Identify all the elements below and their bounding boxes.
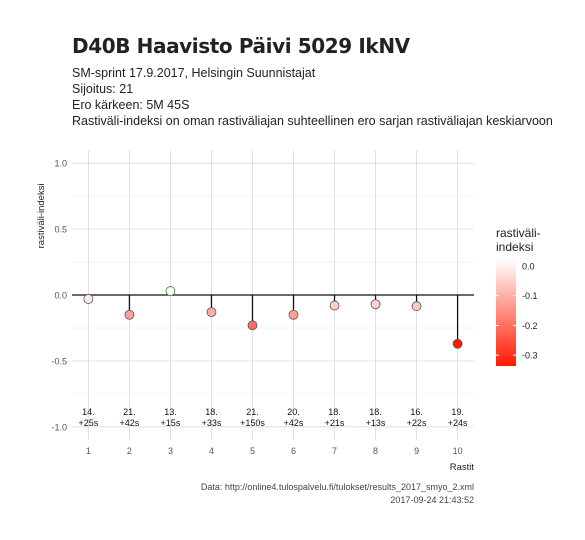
grid-lines: [72, 150, 474, 440]
x-tick-label: 8: [373, 446, 378, 456]
x-tick-label: 6: [291, 446, 296, 456]
x-tick-label: 1: [86, 446, 91, 456]
y-tick-label: 0.0: [54, 291, 67, 301]
rank-label: 18.: [369, 407, 382, 417]
y-tick-label: 1.0: [54, 159, 67, 169]
rank-label: 14.: [82, 407, 95, 417]
lollipop-stems: [87, 291, 459, 344]
x-tick-label: 2: [127, 446, 132, 456]
data-point: [452, 338, 463, 349]
data-point: [165, 286, 176, 296]
x-tick-label: 7: [332, 446, 337, 456]
rank-label: 18.: [328, 407, 341, 417]
legend-tick-label: -0.2: [522, 321, 538, 331]
diff-label: +42s: [284, 418, 304, 428]
data-point: [329, 300, 340, 311]
data-source: Data: http://online4.tulospalvelu.fi/tul…: [200, 482, 474, 492]
data-point: [411, 301, 422, 312]
data-point: [288, 309, 299, 320]
diff-label: +15s: [161, 418, 181, 428]
x-tick-label: 9: [414, 446, 419, 456]
y-tick-label: -0.5: [51, 356, 67, 366]
color-legend: rastiväli-indeksi 0.0 -0.1 -0.2 -0.3: [496, 226, 541, 366]
rank-label: 16.: [410, 407, 423, 417]
x-tick-label: 5: [250, 446, 255, 456]
chart-title: D40B Haavisto Päivi 5029 IkNV: [72, 34, 410, 58]
diff-label: +24s: [448, 418, 468, 428]
legend-tick-label: -0.3: [522, 351, 538, 361]
y-tick-label: -1.0: [51, 422, 67, 432]
diff-label: +13s: [366, 418, 386, 428]
subtitle-gap: Ero kärkeen: 5M 45S: [72, 98, 190, 112]
diff-label: +33s: [202, 418, 222, 428]
data-points: [83, 286, 463, 349]
legend-title-line2: indeksi: [496, 240, 533, 254]
timestamp: 2017-09-24 21:43:52: [390, 495, 474, 505]
legend-tick-label: -0.1: [522, 291, 538, 301]
rank-label: 21.: [123, 407, 136, 417]
x-tick-label: 10: [453, 446, 463, 456]
rank-label: 21.: [246, 407, 259, 417]
data-point: [370, 299, 381, 310]
x-tick-label: 3: [168, 446, 173, 456]
diff-label: +42s: [120, 418, 140, 428]
x-tick-label: 4: [209, 446, 214, 456]
legend-title-line1: rastiväli-: [496, 226, 541, 240]
data-point: [247, 320, 258, 331]
legend-tick-label: 0.0: [522, 262, 535, 272]
subtitle-description: Rastiväli-indeksi on oman rastiväliajan …: [72, 114, 553, 128]
y-axis-title: rastiväli-indeksi: [36, 183, 47, 248]
diff-label: +150s: [240, 418, 265, 428]
split-annotations: 14.+25s21.+42s13.+15s18.+33s21.+150s20.+…: [79, 407, 468, 428]
x-axis-title: Rastit: [450, 462, 475, 473]
data-point: [206, 307, 217, 318]
diff-label: +25s: [79, 418, 99, 428]
rank-label: 19.: [451, 407, 464, 417]
rank-label: 18.: [205, 407, 218, 417]
axes: 1.0 0.5 0.0 -0.5 -1.0 1 2 3 4 5 6 7 8 9 10 Rastit rastiv…: [36, 159, 474, 473]
y-tick-label: 0.5: [54, 225, 67, 235]
data-point: [83, 294, 94, 304]
diff-label: +22s: [407, 418, 427, 428]
legend-color-bar: [496, 259, 516, 366]
subtitle-event: SM-sprint 17.9.2017, Helsingin Suunnista…: [72, 66, 316, 80]
data-point: [124, 309, 135, 320]
rank-label: 20.: [287, 407, 300, 417]
subtitle-rank: Sijoitus: 21: [72, 82, 134, 96]
diff-label: +21s: [325, 418, 345, 428]
rank-label: 13.: [164, 407, 177, 417]
